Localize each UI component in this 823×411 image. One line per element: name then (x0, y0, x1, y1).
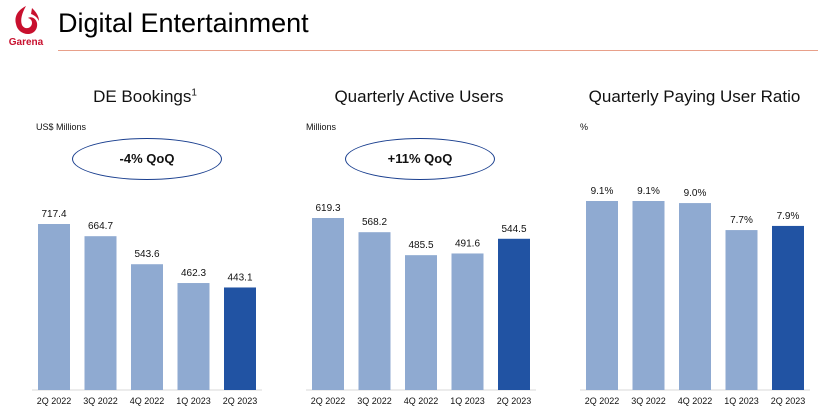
data-label: 717.4 (41, 209, 66, 220)
data-label: 443.1 (227, 272, 252, 283)
data-label: 544.5 (501, 224, 526, 235)
x-tick-label: 2Q 2022 (311, 396, 346, 406)
data-label: 9.1% (591, 186, 614, 197)
x-tick-label: 1Q 2023 (450, 396, 485, 406)
unit-label: % (580, 122, 589, 132)
x-tick-label: 2Q 2023 (771, 396, 806, 406)
x-tick-label: 2Q 2023 (497, 396, 532, 406)
data-label: 619.3 (315, 203, 340, 214)
x-tick-label: 3Q 2022 (83, 396, 118, 406)
bar-2q-2022 (586, 201, 618, 390)
bar-3q-2022 (84, 236, 117, 390)
bar-3q-2022 (358, 232, 391, 390)
data-label: 9.1% (637, 186, 660, 197)
qoq-callout: -4% QoQ (72, 138, 222, 180)
x-tick-label: 1Q 2023 (724, 396, 759, 406)
data-label: 485.5 (408, 240, 433, 251)
bar-2q-2022 (38, 224, 70, 390)
page-title: Digital Entertainment (58, 8, 309, 38)
bar-2q-2023 (498, 238, 530, 390)
x-tick-label: 2Q 2022 (585, 396, 620, 406)
x-tick-label: 2Q 2022 (37, 396, 72, 406)
active-users-bar-chart: 619.3 2Q 2022 568.2 3Q 2022 485.5 4Q 2022 491.… (306, 203, 536, 406)
data-label: 664.7 (88, 221, 113, 232)
paying-ratio-bar-chart: 9.1% 2Q 2022 9.1% 3Q 2022 9.0% 4Q 2022 7.7% 1Q … (580, 186, 810, 406)
bar-3q-2022 (632, 201, 665, 390)
chart-title: Quarterly Active Users (334, 87, 504, 106)
bar-2q-2023 (772, 225, 804, 390)
data-label: 7.7% (730, 215, 753, 226)
data-label: 9.0% (684, 188, 707, 199)
chart-title-text: DE Bookings (93, 87, 192, 106)
garena-flame-icon (15, 6, 39, 34)
chart-title: Quarterly Paying User Ratio (588, 87, 801, 106)
bar-1q-2023 (177, 283, 210, 390)
header-divider (58, 50, 818, 51)
data-label: 543.6 (134, 249, 159, 260)
bar-4q-2022 (131, 264, 163, 390)
bar-1q-2023 (451, 253, 484, 390)
bar-2q-2023 (224, 287, 256, 390)
qoq-callout: +11% QoQ (345, 138, 495, 180)
data-label: 491.6 (455, 238, 480, 249)
chart-title: DE Bookings1 (5, 87, 285, 107)
x-tick-label: 3Q 2022 (631, 396, 666, 406)
unit-label: Millions (306, 122, 337, 132)
garena-logo: Garena (6, 4, 46, 48)
bar-1q-2023 (725, 230, 758, 390)
bookings-bar-chart: 717.4 2Q 2022 664.7 3Q 2022 543.6 4Q 2022 462.… (32, 209, 262, 406)
x-tick-label: 4Q 2022 (404, 396, 439, 406)
footnote-marker: 1 (191, 87, 197, 99)
chart-panel-active-users: Quarterly Active Users Millions +11% QoQ… (280, 0, 550, 411)
data-label: 568.2 (362, 217, 387, 228)
header: Garena Digital Entertainment (0, 0, 823, 52)
x-tick-label: 2Q 2023 (223, 396, 258, 406)
bar-4q-2022 (405, 255, 437, 390)
data-label: 462.3 (181, 268, 206, 279)
x-tick-label: 1Q 2023 (176, 396, 211, 406)
qoq-callout-text: -4% QoQ (119, 151, 175, 166)
bar-4q-2022 (679, 203, 711, 390)
data-label: 7.9% (777, 211, 800, 222)
unit-label: US$ Millions (36, 122, 87, 132)
logo-text: Garena (8, 37, 44, 48)
x-tick-label: 4Q 2022 (130, 396, 165, 406)
chart-panel-de-bookings: DE Bookings1 US$ Millions -4% QoQ 717.4 2… (0, 0, 280, 411)
x-tick-label: 4Q 2022 (678, 396, 713, 406)
chart-panel-paying-ratio: Quarterly Paying User Ratio % 9.1% 2Q 202… (550, 0, 823, 411)
x-tick-label: 3Q 2022 (357, 396, 392, 406)
qoq-callout-text: +11% QoQ (387, 151, 453, 166)
bar-2q-2022 (312, 218, 344, 390)
